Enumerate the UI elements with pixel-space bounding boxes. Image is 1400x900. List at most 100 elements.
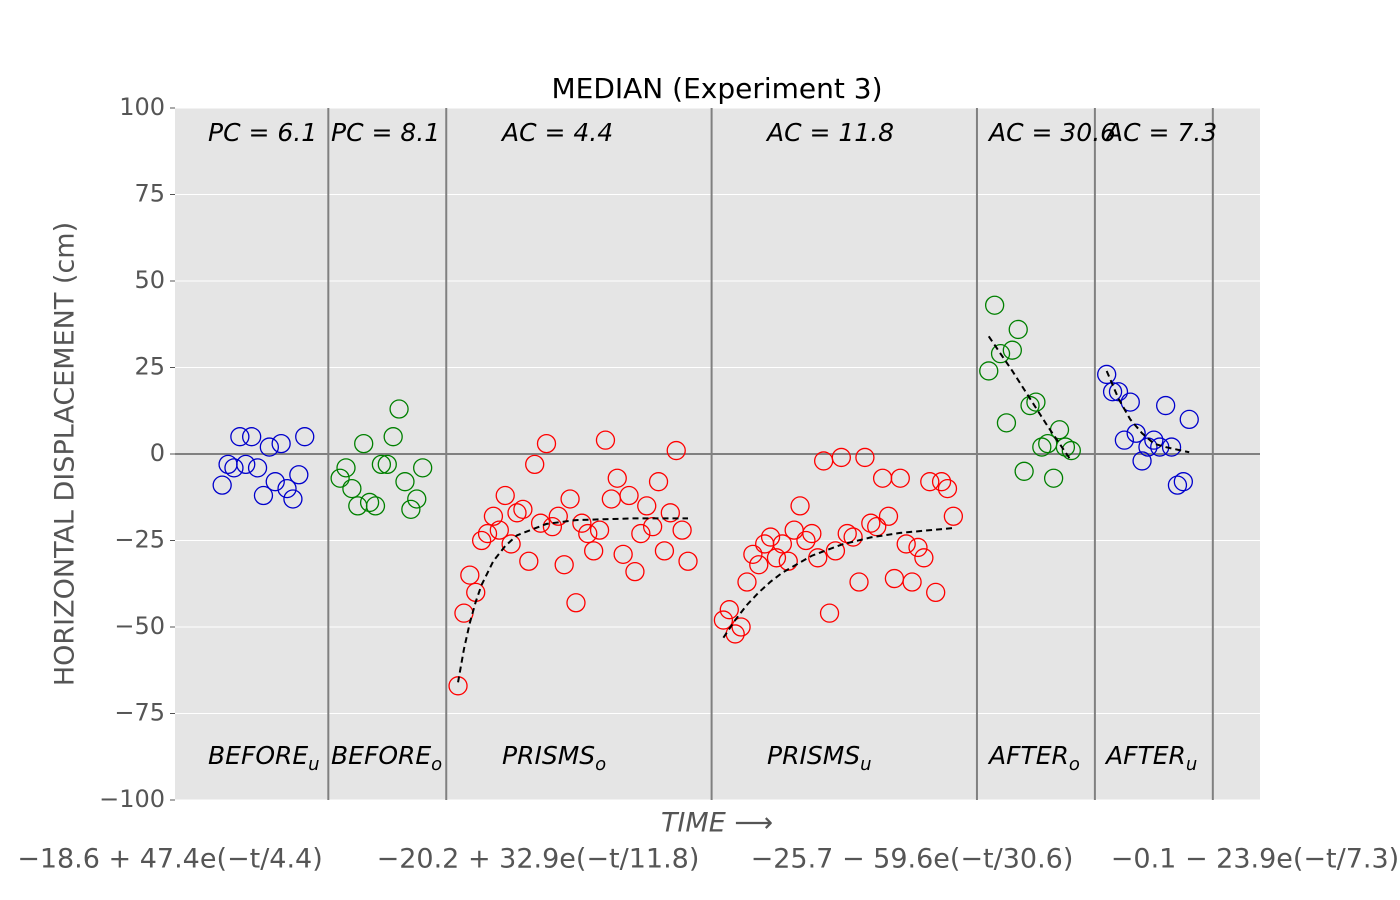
segment-label-sub: u — [1186, 754, 1197, 775]
data-point — [878, 506, 899, 526]
stat-label: AC = 4.4 — [500, 118, 613, 147]
data-point — [460, 565, 480, 585]
data-point — [554, 555, 574, 575]
data-point — [890, 468, 910, 488]
segment-label: BEFOREo — [331, 741, 442, 775]
y-tick-label: 75 — [134, 180, 165, 208]
data-point — [507, 503, 527, 523]
data-point — [825, 541, 846, 561]
data-point — [1026, 392, 1046, 412]
y-tick-label: −50 — [114, 612, 165, 640]
data-point — [1179, 409, 1199, 430]
segment-label-sub: o — [1069, 754, 1080, 775]
data-point — [1126, 423, 1146, 443]
stat-label: AC = 11.8 — [765, 118, 894, 147]
data-point — [253, 485, 274, 506]
data-point — [979, 361, 999, 381]
data-point — [283, 489, 303, 509]
data-point — [489, 520, 509, 540]
data-point — [819, 603, 840, 623]
data-point — [236, 454, 256, 475]
data-point — [389, 399, 409, 419]
data-point — [525, 454, 545, 475]
data-point — [1008, 319, 1028, 340]
segment-label-sub: o — [595, 754, 606, 775]
data-point — [495, 485, 515, 506]
data-point — [1014, 461, 1034, 481]
data-point — [831, 447, 851, 468]
data-point — [377, 454, 397, 475]
data-point — [996, 413, 1017, 433]
data-point — [990, 344, 1011, 364]
data-point — [790, 496, 810, 516]
data-point — [914, 548, 934, 568]
data-point — [713, 610, 734, 630]
y-tick-label: 50 — [134, 266, 165, 294]
data-point — [719, 600, 739, 620]
y-axis-label: HORIZONTAL DISPLACEMENT (cm) — [50, 222, 81, 686]
data-point — [530, 513, 551, 533]
data-point — [483, 506, 504, 526]
stat-label: AC = 30.6 — [987, 118, 1116, 147]
fit-formula: −0.1 − 23.9e(−t/7.3) — [1111, 844, 1399, 875]
stat-label: PC = 8.1 — [331, 118, 440, 147]
y-tick-label: −100 — [99, 785, 165, 813]
data-point — [749, 555, 769, 575]
segment-label: AFTERo — [987, 741, 1080, 775]
data-point — [920, 472, 940, 492]
data-point — [1161, 437, 1182, 457]
data-point — [354, 433, 374, 454]
data-point — [578, 523, 598, 544]
segment-label-main: PRISMS — [767, 741, 860, 770]
segment-label-main: PRISMS — [502, 741, 595, 770]
data-point — [212, 475, 232, 495]
data-point — [1097, 364, 1117, 385]
data-point — [613, 544, 633, 564]
y-tick-label: −75 — [114, 699, 165, 727]
data-point — [1132, 451, 1152, 471]
data-point — [224, 458, 244, 478]
data-point — [678, 551, 698, 571]
segment-label: BEFOREu — [208, 741, 320, 775]
data-point — [330, 468, 350, 488]
data-point — [984, 295, 1005, 315]
data-point — [1138, 437, 1158, 457]
data-point — [631, 523, 651, 544]
data-point — [1055, 437, 1076, 457]
data-point — [1043, 468, 1064, 488]
segment-label: PRISMSo — [502, 741, 606, 775]
data-point — [908, 537, 928, 558]
data-point — [743, 544, 763, 564]
data-point — [247, 458, 268, 478]
stat-label: PC = 6.1 — [208, 118, 317, 147]
data-point — [548, 506, 568, 526]
data-point — [1020, 395, 1040, 416]
data-point — [519, 551, 539, 571]
data-point — [542, 517, 563, 537]
data-point — [501, 534, 521, 554]
data-point — [625, 561, 645, 582]
y-tick-label: 0 — [150, 439, 165, 467]
data-point — [230, 427, 250, 447]
data-point — [796, 530, 816, 551]
data-point — [560, 489, 580, 509]
data-point — [595, 430, 616, 450]
fit-curve — [1105, 370, 1190, 454]
data-point — [1002, 340, 1022, 360]
data-point — [760, 527, 781, 547]
data-point — [336, 458, 356, 478]
data-point — [1114, 430, 1135, 450]
data-point — [654, 541, 675, 561]
stat-label: AC = 7.3 — [1104, 118, 1217, 147]
data-point — [1061, 440, 1081, 461]
data-point — [471, 530, 492, 551]
data-point — [931, 472, 952, 492]
data-point — [902, 572, 922, 592]
data-point — [289, 465, 309, 485]
fit-formula: −25.7 − 59.6e(−t/30.6) — [751, 844, 1074, 875]
data-point — [359, 492, 380, 513]
data-point — [295, 427, 315, 447]
data-point — [607, 468, 627, 488]
data-point — [896, 534, 916, 554]
